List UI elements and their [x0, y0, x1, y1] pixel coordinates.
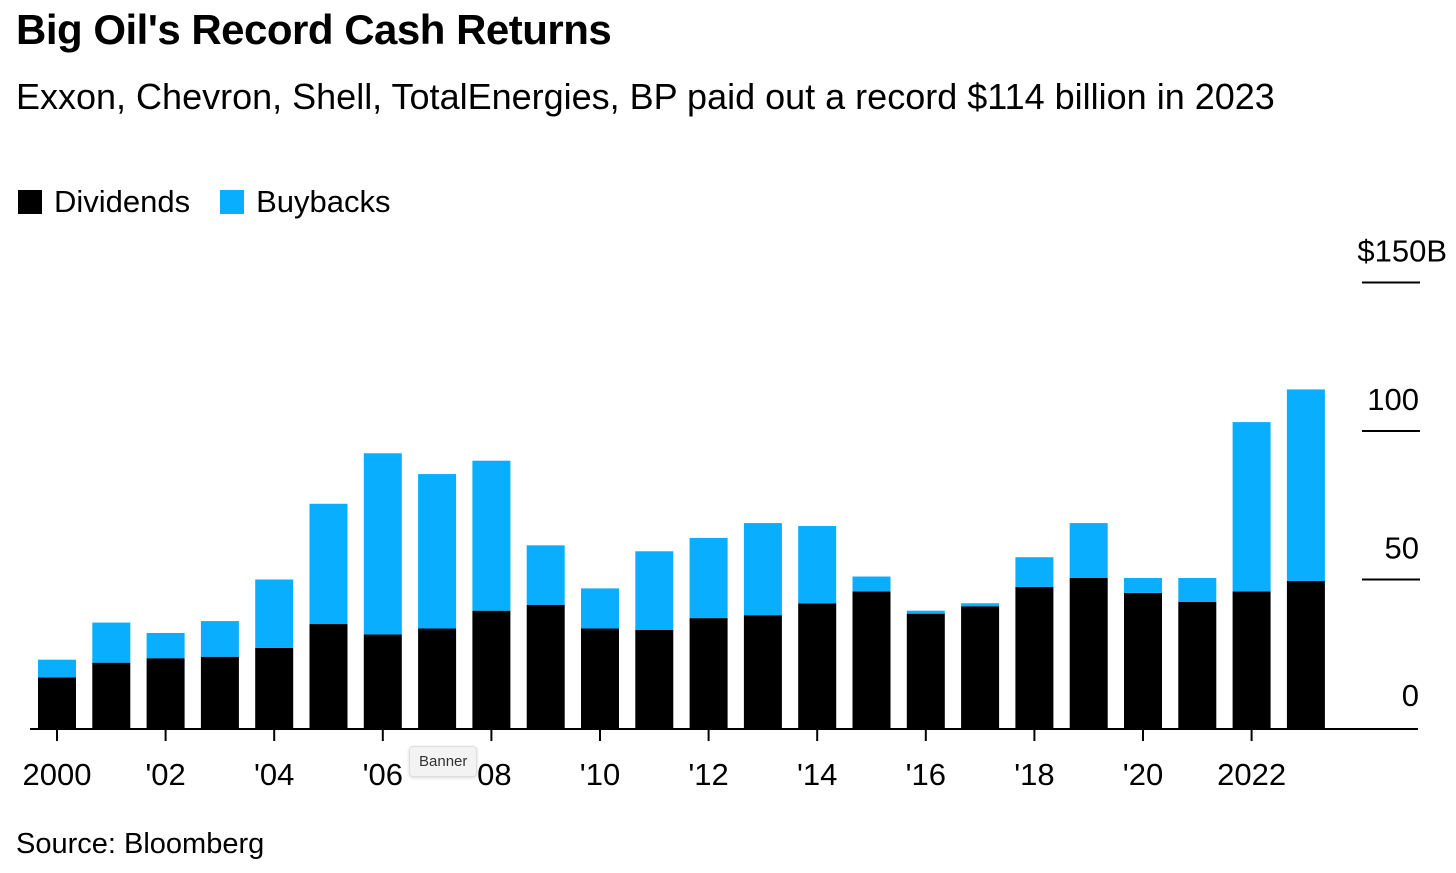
- bar-dividends-2001: [92, 662, 131, 728]
- bar-buybacks-2000: [38, 659, 76, 678]
- x-tick-label-2008: '08: [471, 757, 511, 792]
- x-tick-label-2012: '12: [688, 757, 728, 792]
- bar-dividends-2011: [635, 629, 674, 728]
- y-tick-label-100: 100: [1367, 382, 1419, 417]
- bar-buybacks-2023: [1286, 389, 1325, 581]
- bar-dividends-2013: [743, 615, 782, 728]
- bar-buybacks-2014: [798, 526, 837, 604]
- bar-buybacks-2009: [526, 545, 565, 605]
- banner-tooltip: Banner: [409, 746, 478, 777]
- bar-dividends-2018: [1015, 586, 1054, 728]
- y-tick-label-50: 50: [1385, 531, 1419, 566]
- bar-buybacks-2008: [472, 460, 511, 611]
- bar-buybacks-2003: [200, 621, 239, 657]
- x-tick-label-2018: '18: [1014, 757, 1054, 792]
- y-tick-label-0: 0: [1402, 678, 1419, 713]
- bar-dividends-2017: [961, 606, 1000, 728]
- bar-dividends-2015: [852, 591, 891, 728]
- legend-label-dividends: Dividends: [54, 184, 191, 219]
- legend-item-dividends: Dividends: [18, 184, 190, 220]
- bar-dividends-2005: [309, 624, 348, 728]
- chart-subtitle: Exxon, Chevron, Shell, TotalEnergies, BP…: [16, 76, 1275, 117]
- bar-dividends-2009: [526, 604, 565, 728]
- bar-dividends-2008: [472, 610, 511, 728]
- bar-dividends-2010: [581, 628, 619, 728]
- x-tick-label-2006: '06: [363, 757, 403, 792]
- y-tick-label-150: $150B: [1357, 234, 1447, 269]
- legend: Dividends Buybacks: [18, 184, 391, 220]
- bars-group: [38, 389, 1325, 728]
- x-tick-label-2000: 2000: [23, 757, 92, 792]
- bar-buybacks-2016: [906, 610, 945, 614]
- bar-buybacks-2010: [581, 588, 619, 629]
- x-tick-label-2022: 2022: [1217, 757, 1286, 792]
- bar-dividends-2000: [38, 677, 76, 728]
- x-tick-label-2010: '10: [580, 757, 620, 792]
- bar-dividends-2002: [146, 658, 185, 728]
- bar-dividends-2022: [1232, 591, 1271, 728]
- bar-buybacks-2001: [92, 622, 131, 663]
- y-axis: 0 50 100 $150B: [1357, 234, 1447, 714]
- bar-dividends-2003: [200, 656, 239, 728]
- bar-buybacks-2011: [635, 551, 674, 630]
- bar-buybacks-2017: [961, 603, 1000, 607]
- bar-buybacks-2013: [743, 523, 782, 616]
- x-tick-label-2002: '02: [145, 757, 185, 792]
- legend-label-buybacks: Buybacks: [256, 184, 391, 219]
- bar-dividends-2004: [255, 647, 294, 728]
- x-tick-label-2014: '14: [797, 757, 837, 792]
- legend-item-buybacks: Buybacks: [220, 184, 391, 220]
- x-tick-label-2016: '16: [906, 757, 946, 792]
- legend-swatch-dividends: [18, 190, 42, 214]
- source-note: Source: Bloomberg: [16, 828, 265, 860]
- bar-dividends-2007: [418, 628, 457, 728]
- bar-dividends-2021: [1178, 601, 1217, 728]
- x-tick-label-2004: '04: [254, 757, 294, 792]
- bar-dividends-2014: [798, 603, 837, 728]
- bar-buybacks-2015: [852, 576, 891, 592]
- bar-buybacks-2002: [146, 632, 185, 659]
- bar-buybacks-2019: [1069, 523, 1108, 579]
- bar-dividends-2012: [689, 618, 728, 728]
- legend-swatch-buybacks: [220, 190, 245, 214]
- bar-dividends-2023: [1286, 580, 1325, 728]
- chart-title: Big Oil's Record Cash Returns: [16, 6, 612, 53]
- bar-buybacks-2005: [309, 503, 348, 625]
- bar-dividends-2020: [1124, 592, 1162, 728]
- bar-buybacks-2022: [1232, 422, 1271, 592]
- bar-dividends-2016: [906, 613, 945, 728]
- x-tick-label-2020: '20: [1123, 757, 1163, 792]
- bar-buybacks-2006: [363, 453, 402, 635]
- x-axis: 2000 '02 '04 '06 '08 '10 '12 '14 '16 '18 '20 2022: [23, 728, 1418, 792]
- bar-buybacks-2021: [1178, 578, 1217, 602]
- bar-buybacks-2004: [255, 579, 294, 648]
- bar-buybacks-2018: [1015, 557, 1054, 587]
- bar-buybacks-2020: [1124, 578, 1162, 593]
- bar-dividends-2019: [1069, 578, 1108, 728]
- bar-dividends-2006: [363, 634, 402, 728]
- bar-buybacks-2012: [689, 537, 728, 619]
- bar-buybacks-2007: [418, 474, 457, 629]
